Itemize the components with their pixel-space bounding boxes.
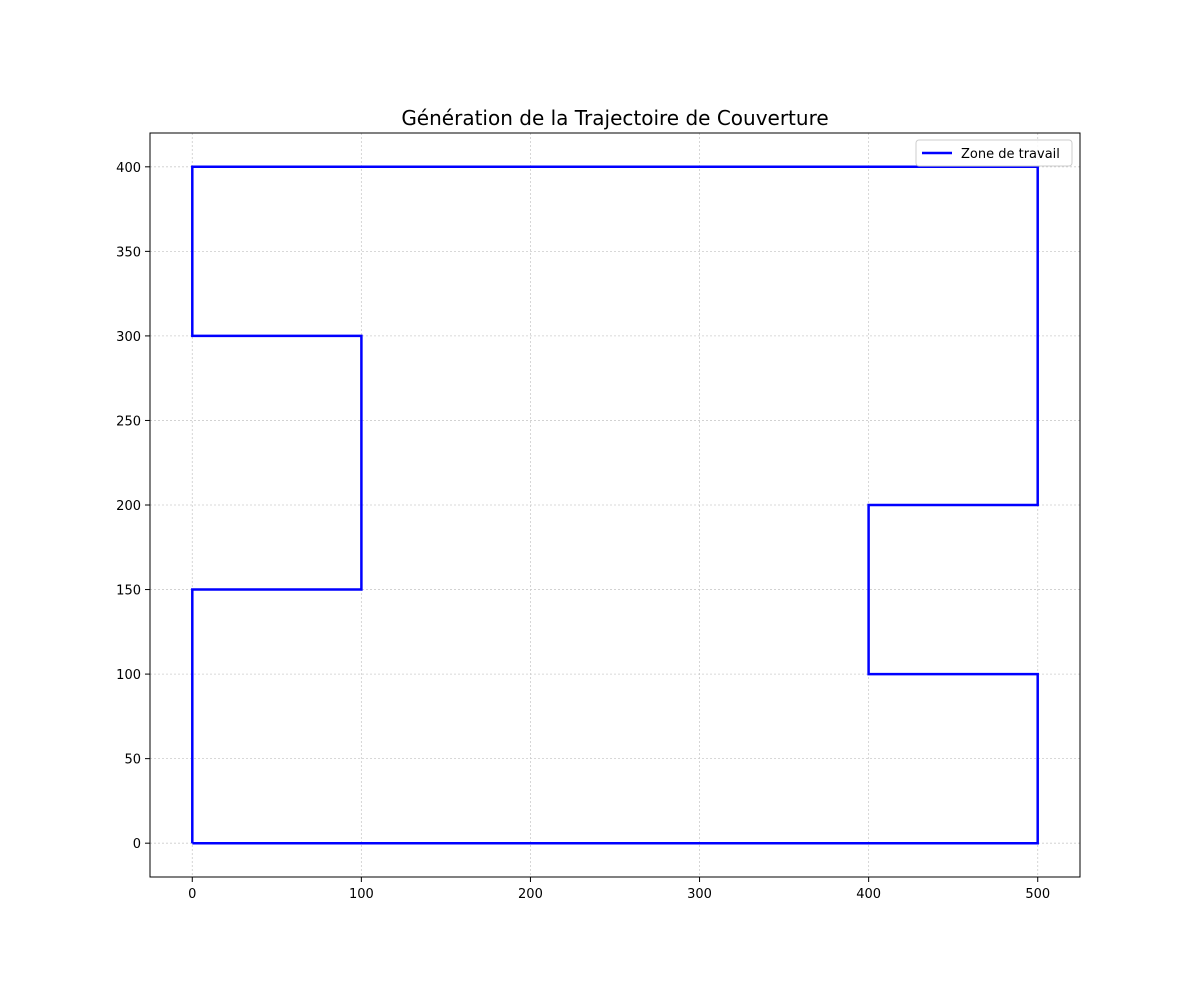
- y-tick-label: 350: [116, 245, 141, 260]
- x-tick-label: 300: [687, 887, 712, 902]
- y-tick-label: 400: [116, 161, 141, 176]
- series-layer: [191, 165, 1039, 845]
- legend-box: [915, 139, 1073, 167]
- legend-label: Zone de travail: [961, 147, 1060, 162]
- y-tick-label: 200: [116, 499, 141, 514]
- y-tick-label: 50: [124, 753, 141, 768]
- y-tick-label: 100: [116, 668, 141, 683]
- series-line-zone-de-travail: [191, 165, 1039, 845]
- axis-ticks: 0 100 200 300 400 500 0 50 100 150 200 250 300 350 400: [116, 161, 1050, 902]
- y-tick-label: 250: [116, 414, 141, 429]
- chart-title: Génération de la Trajectoire de Couvertu…: [401, 106, 828, 130]
- y-tick-label: 150: [116, 584, 141, 599]
- y-tick-label: 300: [116, 330, 141, 345]
- x-tick-label: 0: [188, 887, 196, 902]
- x-tick-label: 500: [1025, 887, 1050, 902]
- x-tick-label: 100: [349, 887, 374, 902]
- x-tick-label: 200: [518, 887, 543, 902]
- y-tick-label: 0: [133, 837, 141, 852]
- legend: Zone de travail: [915, 139, 1073, 167]
- x-tick-label: 400: [856, 887, 881, 902]
